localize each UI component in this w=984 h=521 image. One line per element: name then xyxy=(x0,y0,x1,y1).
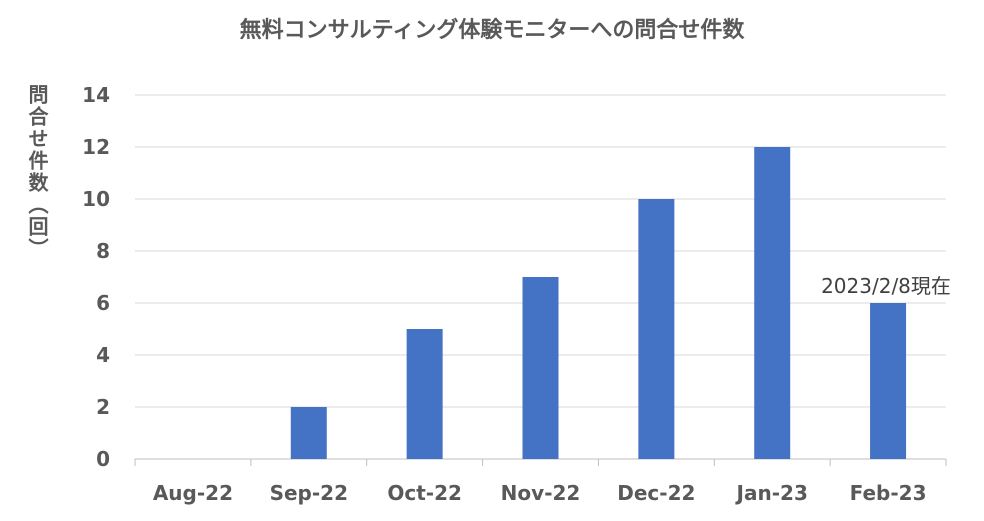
gridlines xyxy=(134,94,947,466)
y-tick-label: 0 xyxy=(96,447,110,471)
chart-title: 無料コンサルティング体験モニターへの問合せ件数 xyxy=(239,18,745,43)
annotations: 2023/2/8現在 xyxy=(821,274,951,298)
x-tick-label: Oct-22 xyxy=(387,481,462,505)
y-tick-label: 6 xyxy=(96,291,110,315)
y-tick-label: 14 xyxy=(82,83,110,107)
annotation-label: 2023/2/8現在 xyxy=(821,274,951,298)
bar-Nov-22 xyxy=(522,277,559,459)
y-tick-label: 4 xyxy=(96,343,110,367)
y-tick-label: 12 xyxy=(82,135,110,159)
y-axis-label: 問合せ件数（回） xyxy=(25,84,49,260)
y-tick-label: 8 xyxy=(96,239,110,263)
x-tick-labels: Aug-22 Sep-22 Oct-22 Nov-22 Dec-22 Jan-23 Feb-… xyxy=(153,481,927,505)
bars xyxy=(290,147,907,459)
x-tick-label: Nov-22 xyxy=(501,481,581,505)
bar-Jan-23 xyxy=(754,147,791,459)
y-tick-labels: 0 2 4 6 8 10 12 14 xyxy=(82,83,110,471)
bar-Feb-23 xyxy=(870,303,907,459)
bar-Sep-22 xyxy=(290,407,327,459)
x-tick-label: Feb-23 xyxy=(850,481,927,505)
x-tick-label: Dec-22 xyxy=(617,481,695,505)
bar-Dec-22 xyxy=(638,199,675,459)
x-tick-label: Sep-22 xyxy=(270,481,348,505)
bar-Oct-22 xyxy=(406,329,443,459)
y-tick-label: 2 xyxy=(96,395,110,419)
x-tick-label: Jan-23 xyxy=(735,481,808,505)
x-tick-label: Aug-22 xyxy=(153,481,233,505)
y-tick-label: 10 xyxy=(82,187,110,211)
